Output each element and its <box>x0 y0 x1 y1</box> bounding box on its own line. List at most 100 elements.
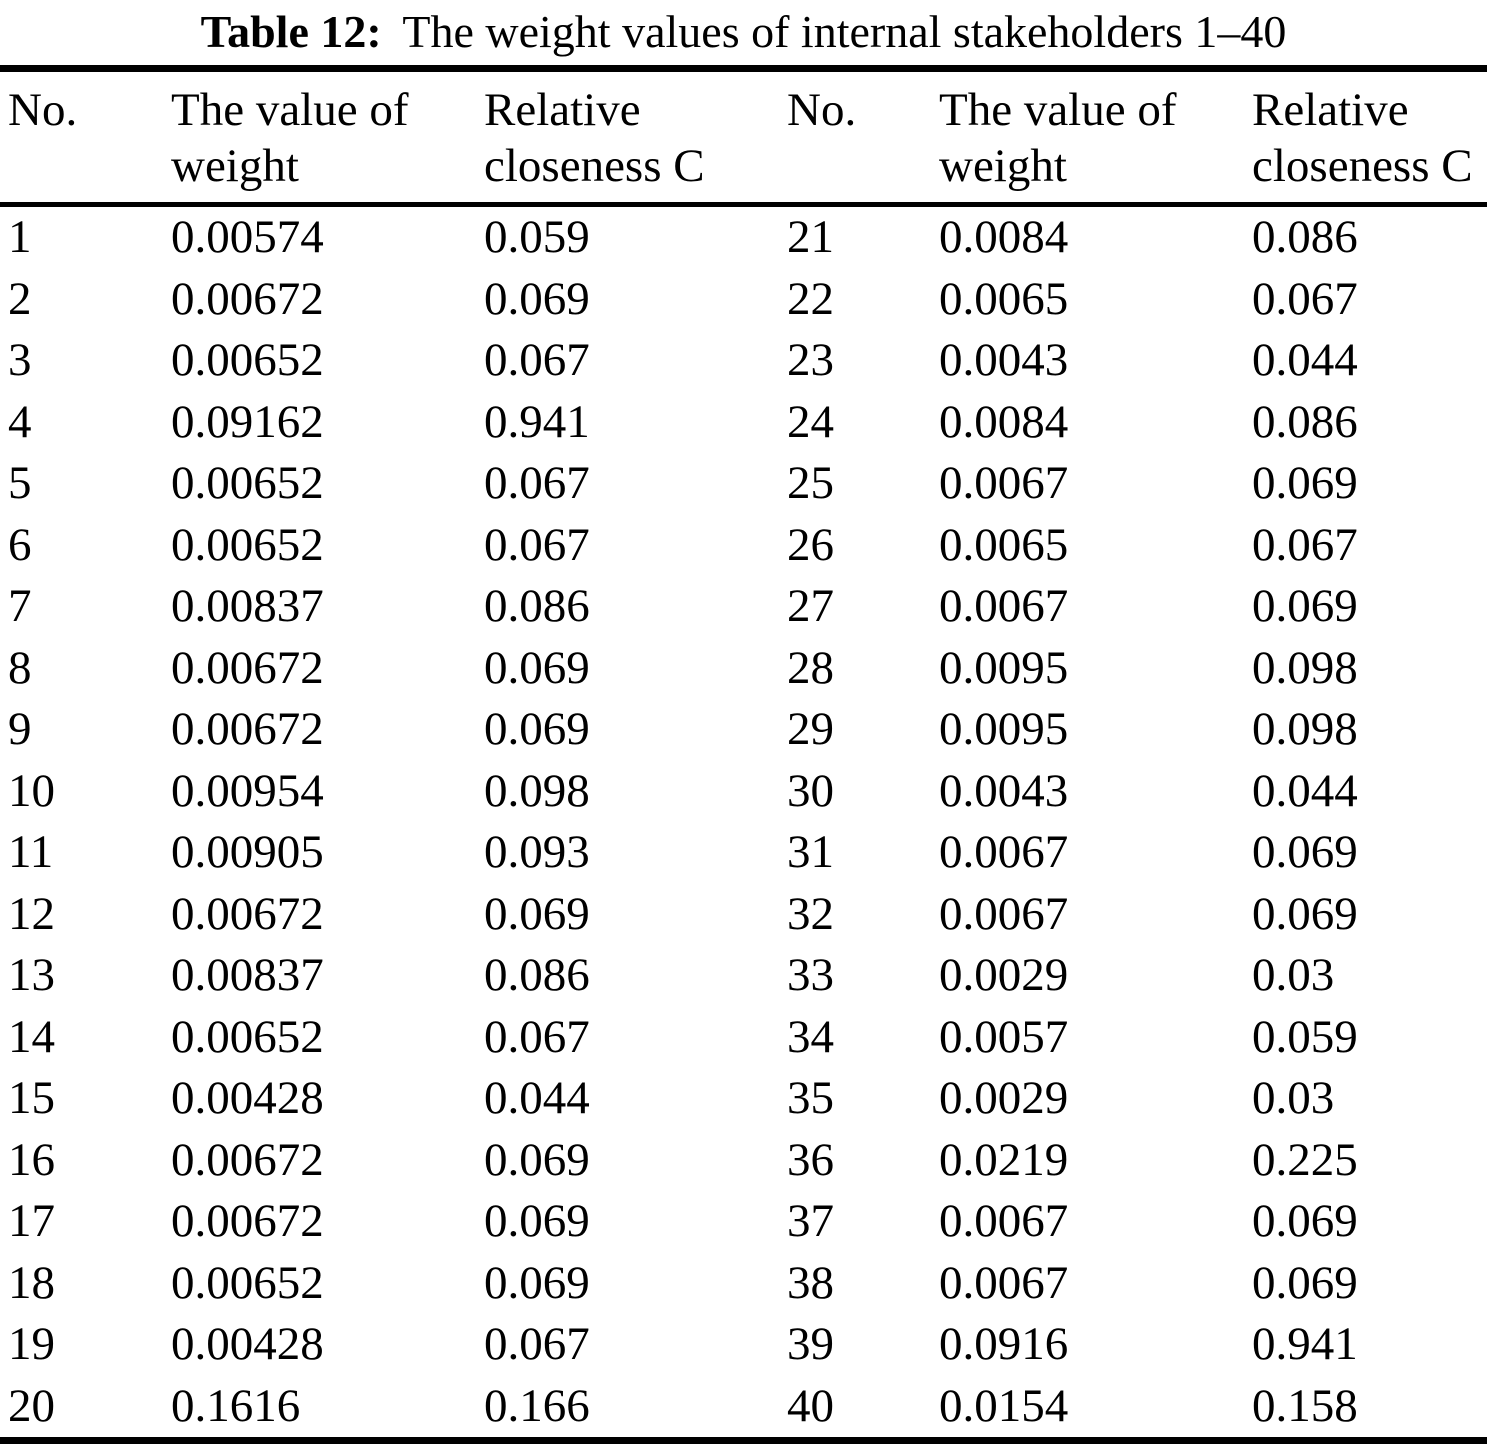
cell-stakeholder-number: 8 <box>8 641 32 694</box>
table-row: 13 0.00837 0.086 33 0.0029 0.03 <box>0 945 1487 1007</box>
cell-relative-closeness: 0.941 <box>1252 1318 1358 1371</box>
cell-weight-value: 0.00837 <box>171 949 324 1002</box>
cell-relative-closeness: 0.067 <box>484 457 590 510</box>
cell-stakeholder-number: 27 <box>787 580 834 633</box>
table-row: 10 0.00954 0.098 30 0.0043 0.044 <box>0 761 1487 823</box>
table-caption: Table 12: The weight values of internal s… <box>0 0 1487 65</box>
cell-weight-value: 0.00574 <box>171 211 324 264</box>
cell-weight-value: 0.00652 <box>171 334 324 387</box>
data-table: No. The value of weight Relative closene… <box>0 65 1487 1444</box>
cell-relative-closeness: 0.069 <box>1252 1195 1358 1248</box>
cell-weight-value: 0.00428 <box>171 1318 324 1371</box>
cell-relative-closeness: 0.03 <box>1252 949 1335 1002</box>
cell-stakeholder-number: 26 <box>787 518 834 571</box>
cell-stakeholder-number: 35 <box>787 1072 834 1125</box>
cell-stakeholder-number: 38 <box>787 1256 834 1309</box>
header-line: No. <box>8 84 78 136</box>
table-row: 5 0.00652 0.067 25 0.0067 0.069 <box>0 453 1487 515</box>
table-row: 20 0.1616 0.166 40 0.0154 0.158 <box>0 1376 1487 1438</box>
cell-stakeholder-number: 9 <box>8 703 32 756</box>
cell-stakeholder-number: 5 <box>8 457 32 510</box>
cell-relative-closeness: 0.069 <box>1252 457 1358 510</box>
table-row: 16 0.00672 0.069 36 0.0219 0.225 <box>0 1130 1487 1192</box>
header-line: weight <box>171 140 299 192</box>
cell-relative-closeness: 0.059 <box>1252 1010 1358 1063</box>
table-row: 8 0.00672 0.069 28 0.0095 0.098 <box>0 638 1487 700</box>
cell-relative-closeness: 0.069 <box>484 641 590 694</box>
cell-stakeholder-number: 23 <box>787 334 834 387</box>
cell-relative-closeness: 0.086 <box>484 949 590 1002</box>
cell-stakeholder-number: 19 <box>8 1318 55 1371</box>
cell-stakeholder-number: 16 <box>8 1133 55 1186</box>
header-line: closeness C <box>1252 140 1473 192</box>
cell-stakeholder-number: 32 <box>787 887 834 940</box>
table-caption-number: Table 12: <box>200 6 382 57</box>
cell-weight-value: 0.00672 <box>171 1133 324 1186</box>
cell-relative-closeness: 0.098 <box>1252 703 1358 756</box>
cell-stakeholder-number: 34 <box>787 1010 834 1063</box>
header-line: closeness C <box>484 140 705 192</box>
cell-stakeholder-number: 15 <box>8 1072 55 1125</box>
cell-weight-value: 0.00672 <box>171 272 324 325</box>
cell-weight-value: 0.00652 <box>171 457 324 510</box>
cell-relative-closeness: 0.059 <box>484 211 590 264</box>
cell-weight-value: 0.00954 <box>171 764 324 817</box>
cell-stakeholder-number: 28 <box>787 641 834 694</box>
cell-weight-value: 0.0029 <box>939 949 1069 1002</box>
column-header-weight-left: The value of weight <box>171 82 484 194</box>
column-header-closeness-right: Relative closeness C <box>1252 82 1483 194</box>
cell-weight-value: 0.00652 <box>171 1010 324 1063</box>
cell-weight-value: 0.0154 <box>939 1379 1069 1432</box>
cell-stakeholder-number: 21 <box>787 211 834 264</box>
cell-stakeholder-number: 37 <box>787 1195 834 1248</box>
cell-relative-closeness: 0.069 <box>484 1133 590 1186</box>
cell-relative-closeness: 0.044 <box>1252 764 1358 817</box>
cell-stakeholder-number: 10 <box>8 764 55 817</box>
table-row: 2 0.00672 0.069 22 0.0065 0.067 <box>0 269 1487 331</box>
cell-relative-closeness: 0.069 <box>484 272 590 325</box>
cell-weight-value: 0.00652 <box>171 1256 324 1309</box>
cell-weight-value: 0.00428 <box>171 1072 324 1125</box>
cell-weight-value: 0.00837 <box>171 580 324 633</box>
header-line: Relative <box>484 84 641 136</box>
cell-weight-value: 0.0067 <box>939 580 1069 633</box>
cell-stakeholder-number: 6 <box>8 518 32 571</box>
cell-weight-value: 0.0067 <box>939 457 1069 510</box>
header-line: No. <box>787 84 857 136</box>
cell-stakeholder-number: 14 <box>8 1010 55 1063</box>
header-line <box>8 138 171 194</box>
table-row: 17 0.00672 0.069 37 0.0067 0.069 <box>0 1191 1487 1253</box>
cell-relative-closeness: 0.166 <box>484 1379 590 1432</box>
column-header-no-right: No. <box>787 82 939 194</box>
cell-weight-value: 0.00672 <box>171 703 324 756</box>
cell-weight-value: 0.0084 <box>939 211 1069 264</box>
cell-relative-closeness: 0.03 <box>1252 1072 1335 1125</box>
cell-stakeholder-number: 1 <box>8 211 32 264</box>
cell-stakeholder-number: 29 <box>787 703 834 756</box>
table-row: 1 0.00574 0.059 21 0.0084 0.086 <box>0 207 1487 269</box>
cell-relative-closeness: 0.044 <box>484 1072 590 1125</box>
cell-weight-value: 0.0916 <box>939 1318 1069 1371</box>
header-line <box>787 138 939 194</box>
cell-relative-closeness: 0.069 <box>1252 1256 1358 1309</box>
cell-relative-closeness: 0.069 <box>1252 826 1358 879</box>
cell-relative-closeness: 0.069 <box>484 887 590 940</box>
cell-weight-value: 0.0029 <box>939 1072 1069 1125</box>
cell-relative-closeness: 0.069 <box>484 703 590 756</box>
cell-weight-value: 0.0065 <box>939 272 1069 325</box>
header-line: Relative <box>1252 84 1409 136</box>
cell-stakeholder-number: 4 <box>8 395 32 448</box>
cell-stakeholder-number: 3 <box>8 334 32 387</box>
cell-relative-closeness: 0.098 <box>484 764 590 817</box>
cell-relative-closeness: 0.069 <box>484 1195 590 1248</box>
column-header-weight-right: The value of weight <box>939 82 1252 194</box>
cell-relative-closeness: 0.067 <box>1252 272 1358 325</box>
table-caption-text: The weight values of internal stakeholde… <box>402 6 1287 57</box>
cell-relative-closeness: 0.067 <box>1252 518 1358 571</box>
table-row: 3 0.00652 0.067 23 0.0043 0.044 <box>0 330 1487 392</box>
cell-weight-value: 0.0067 <box>939 826 1069 879</box>
cell-weight-value: 0.00672 <box>171 641 324 694</box>
cell-stakeholder-number: 12 <box>8 887 55 940</box>
header-line: The value of <box>171 84 409 136</box>
